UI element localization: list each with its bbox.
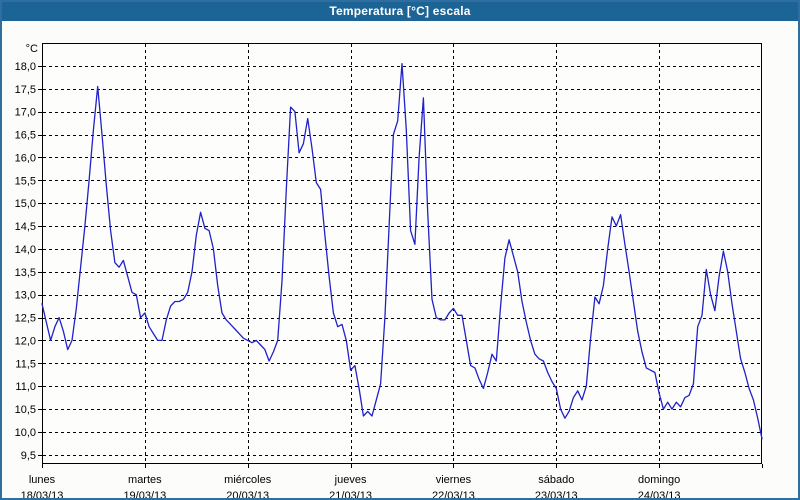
plot-border <box>42 43 762 464</box>
y-tick-label: 16,5 <box>15 130 36 142</box>
y-tick-label: 13,0 <box>15 290 36 302</box>
y-tick-label: 17,5 <box>15 84 36 96</box>
x-tick-date: 23/03/13 <box>535 490 578 500</box>
window-titlebar: Temperatura [°C] escala <box>2 2 798 21</box>
x-tick-date: 19/03/13 <box>123 490 166 500</box>
axis-ticks <box>38 66 763 468</box>
y-axis-unit-label: °C <box>26 43 38 55</box>
y-tick-label: 12,5 <box>15 313 36 325</box>
y-tick-label: 11,0 <box>15 381 36 393</box>
y-tick-label: 15,0 <box>15 198 36 210</box>
y-tick-label: 9,5 <box>21 450 36 462</box>
y-tick-label: 14,5 <box>15 221 36 233</box>
temperature-series-line <box>41 62 763 440</box>
y-tick-label: 12,0 <box>15 335 36 347</box>
window-title: Temperatura [°C] escala <box>329 4 471 18</box>
x-tick-date: 20/03/13 <box>226 490 269 500</box>
x-tick-weekday: sábado <box>538 474 574 486</box>
y-tick-label: 18,0 <box>15 61 36 73</box>
y-tick-label: 14,0 <box>15 244 36 256</box>
y-tick-label: 15,5 <box>15 175 36 187</box>
x-tick-date: 22/03/13 <box>432 490 475 500</box>
x-tick-weekday: miércoles <box>224 474 272 486</box>
x-tick-weekday: jueves <box>334 474 367 486</box>
x-tick-weekday: domingo <box>638 474 680 486</box>
y-tick-label: 10,5 <box>15 404 36 416</box>
y-tick-label: 13,5 <box>15 267 36 279</box>
x-tick-weekday: lunes <box>29 474 56 486</box>
y-tick-label: 17,0 <box>15 107 36 119</box>
x-tick-date: 24/03/13 <box>638 490 681 500</box>
plot-area <box>42 43 762 464</box>
y-tick-label: 16,0 <box>15 152 36 164</box>
y-axis-labels: 18,0 17,5 17,0 16,5 16,0 15,5 15,0 14,5 14,0 13,5… <box>15 61 36 462</box>
x-tick-date: 21/03/13 <box>329 490 372 500</box>
x-tick-date: 18/03/13 <box>21 490 64 500</box>
y-tick-label: 11,5 <box>15 358 36 370</box>
x-axis-labels: lunes 18/03/13 martes 19/03/13 miércoles 20/0… <box>21 474 681 500</box>
x-tick-weekday: martes <box>128 474 162 486</box>
y-tick-label: 10,0 <box>15 427 36 439</box>
x-tick-weekday: viernes <box>436 474 472 486</box>
